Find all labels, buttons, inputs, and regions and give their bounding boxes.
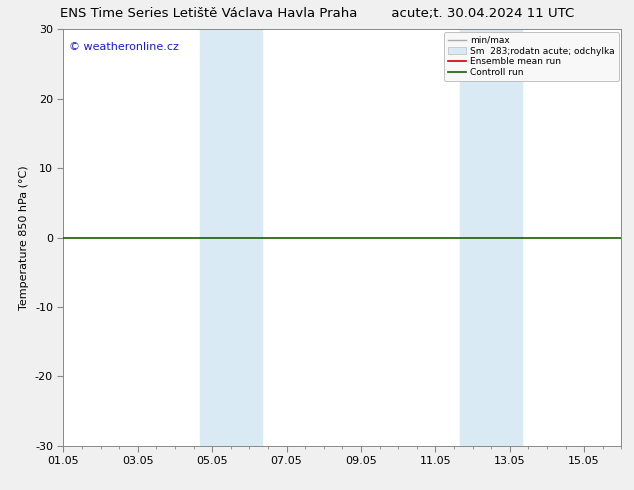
- Y-axis label: Temperature 850 hPa (°C): Temperature 850 hPa (°C): [19, 165, 29, 310]
- Bar: [200, 29, 262, 446]
- Text: ENS Time Series Letiště Václava Havla Praha        acute;t. 30.04.2024 11 UTC: ENS Time Series Letiště Václava Havla Pr…: [60, 7, 574, 21]
- Bar: [460, 29, 522, 446]
- Text: © weatheronline.cz: © weatheronline.cz: [69, 42, 179, 52]
- Legend: min/max, Sm  283;rodatn acute; odchylka, Ensemble mean run, Controll run: min/max, Sm 283;rodatn acute; odchylka, …: [444, 32, 619, 81]
